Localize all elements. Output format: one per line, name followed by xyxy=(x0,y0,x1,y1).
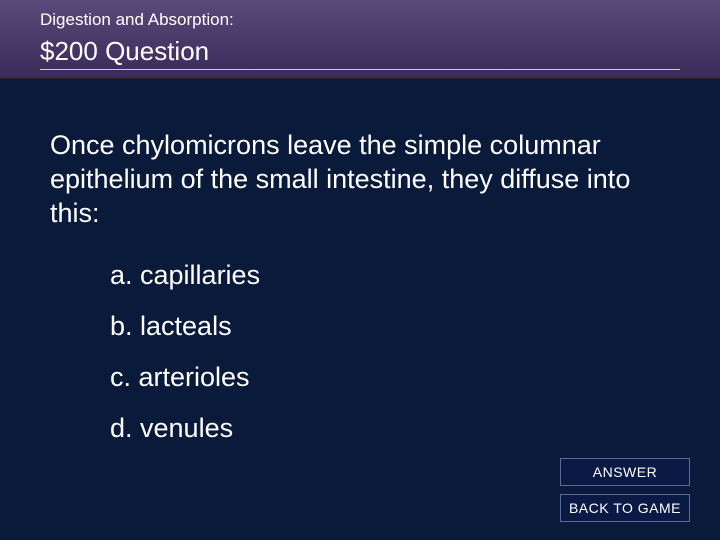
button-group: ANSWER BACK TO GAME xyxy=(560,458,690,522)
content-area: Once chylomicrons leave the simple colum… xyxy=(0,79,720,444)
option-c: c. arterioles xyxy=(110,362,670,393)
options-list: a. capillaries b. lacteals c. arterioles… xyxy=(50,260,670,444)
option-a: a. capillaries xyxy=(110,260,670,291)
option-b: b. lacteals xyxy=(110,311,670,342)
header-bar: Digestion and Absorption: $200 Question xyxy=(0,0,720,79)
option-d: d. venules xyxy=(110,413,670,444)
question-text: Once chylomicrons leave the simple colum… xyxy=(50,129,670,230)
value-question-label: $200 Question xyxy=(40,36,680,70)
answer-button[interactable]: ANSWER xyxy=(560,458,690,486)
category-label: Digestion and Absorption: xyxy=(40,10,680,30)
back-to-game-button[interactable]: BACK TO GAME xyxy=(560,494,690,522)
